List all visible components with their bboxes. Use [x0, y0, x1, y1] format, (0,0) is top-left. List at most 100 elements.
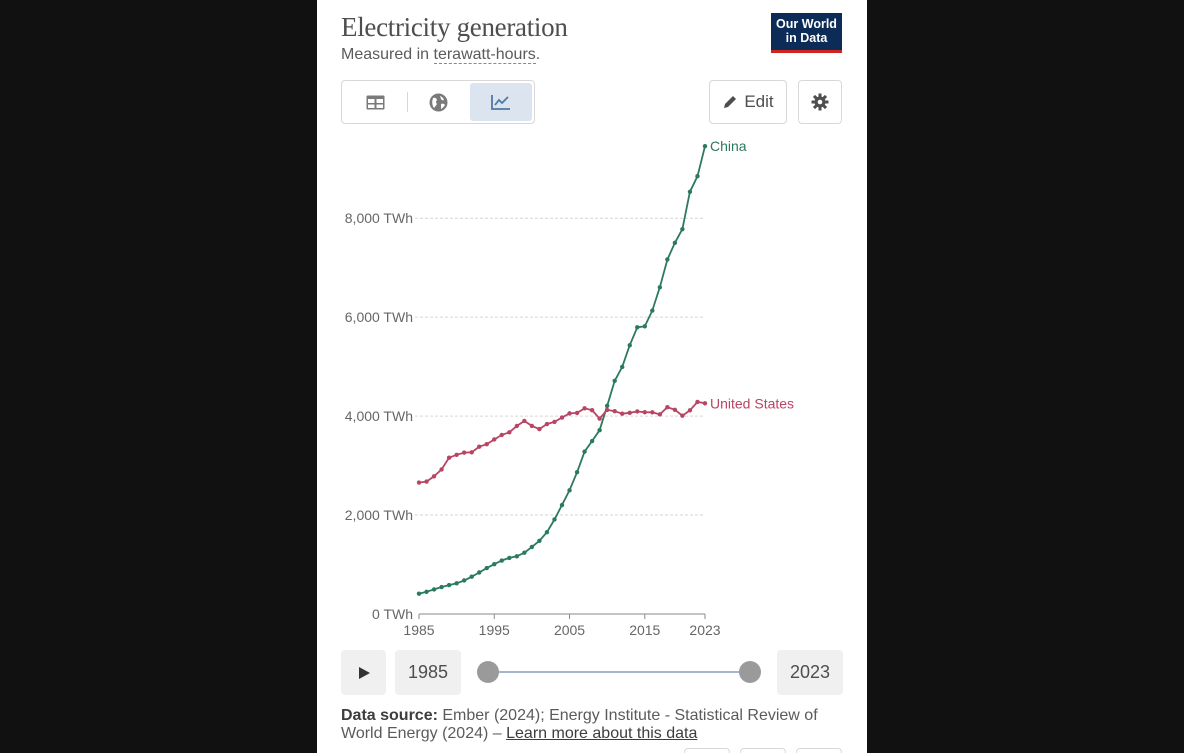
- china-data-point: [582, 449, 587, 454]
- united-states-data-point: [477, 444, 482, 449]
- united-states-data-point: [446, 455, 452, 460]
- united-states-data-point: [469, 450, 474, 455]
- y-tick-label: 4,000 TWh: [345, 408, 413, 424]
- united-states-data-point: [461, 450, 467, 455]
- logo-line-2: in Data: [785, 31, 828, 45]
- united-states-data-point: [680, 413, 685, 418]
- china-data-point: [642, 324, 647, 329]
- united-states-data-point: [499, 432, 504, 438]
- china-data-point: [687, 189, 693, 194]
- china-data-point: [695, 174, 700, 179]
- play-icon: [358, 666, 370, 679]
- united-states-data-point: [522, 418, 527, 424]
- china-data-point: [529, 544, 535, 550]
- timeline-end-handle[interactable]: [739, 661, 761, 683]
- united-states-data-point: [597, 416, 602, 421]
- united-states-series-label: United States: [710, 395, 794, 411]
- x-tick-label: 2015: [629, 622, 660, 638]
- end-year[interactable]: 2023: [777, 650, 843, 695]
- china-data-point: [431, 587, 437, 592]
- china-data-point: [627, 343, 632, 348]
- view-tabs: [341, 80, 535, 124]
- unit-link[interactable]: terawatt-hours: [433, 46, 536, 64]
- china-data-point: [559, 502, 565, 508]
- chart-title: Electricity generation: [341, 12, 568, 42]
- china-data-point: [680, 226, 685, 232]
- united-states-data-point: [439, 467, 444, 472]
- united-states-data-point: [657, 412, 663, 417]
- china-data-point: [424, 589, 429, 594]
- y-tick-label: 8,000 TWh: [345, 210, 413, 226]
- united-states-data-point: [567, 411, 572, 416]
- line-chart: 0 TWh 2,000 TWh 4,000 TWh 6,000 TWh 8,000 TW…: [345, 138, 794, 638]
- footer-button[interactable]: [684, 748, 730, 753]
- tab-table[interactable]: [344, 83, 406, 121]
- united-states-data-point: [620, 411, 625, 416]
- united-states-data-point: [537, 426, 542, 432]
- china-data-point: [484, 565, 489, 571]
- tab-separator: [407, 92, 408, 112]
- united-states-data-point: [544, 421, 550, 427]
- united-states-data-point: [627, 410, 632, 416]
- x-tick-label: 2023: [689, 622, 720, 638]
- united-states-data-point: [507, 430, 512, 435]
- china-data-point: [492, 561, 497, 567]
- x-tick-label: 1995: [479, 622, 510, 638]
- play-button[interactable]: [341, 650, 386, 695]
- united-states-data-point: [529, 423, 535, 429]
- china-data-point: [454, 581, 459, 586]
- china-data-point: [620, 364, 625, 370]
- united-states-data-point: [695, 399, 700, 405]
- start-year[interactable]: 1985: [395, 650, 461, 695]
- united-states-data-point: [665, 404, 670, 410]
- united-states-data-point: [416, 480, 422, 485]
- united-states-data-point: [589, 408, 595, 413]
- united-states-data-point: [604, 407, 610, 413]
- timeline-track[interactable]: [489, 671, 751, 673]
- y-tick-label: 6,000 TWh: [345, 309, 413, 325]
- china-data-point: [439, 584, 444, 590]
- china-data-point: [522, 550, 527, 555]
- chart-panel: Electricity generation Measured in teraw…: [317, 0, 867, 753]
- source-label: Data source:: [341, 707, 438, 724]
- footer-button[interactable]: [796, 748, 842, 753]
- tab-map[interactable]: [407, 83, 469, 121]
- footer-button[interactable]: [740, 748, 786, 753]
- united-states-data-point: [454, 452, 459, 457]
- table-icon: [366, 95, 384, 109]
- china-data-point: [604, 403, 610, 409]
- united-states-data-point: [702, 401, 708, 406]
- china-data-point: [657, 285, 663, 290]
- united-states-data-point: [582, 406, 587, 411]
- edit-label: Edit: [744, 92, 774, 111]
- china-data-point: [499, 558, 504, 563]
- china-data-point: [507, 555, 512, 561]
- united-states-data-point: [574, 410, 580, 416]
- chart-subtitle: Measured in terawatt-hours.: [341, 46, 540, 64]
- united-states-data-point: [514, 423, 520, 429]
- united-states-data-point: [552, 419, 557, 425]
- tab-chart[interactable]: [470, 83, 532, 121]
- united-states-data-point: [687, 408, 693, 413]
- china-series-line: [418, 145, 706, 595]
- china-data-point: [537, 538, 542, 543]
- y-tick-label: 0 TWh: [372, 606, 413, 622]
- timeline-start-handle[interactable]: [477, 661, 499, 683]
- china-data-point: [672, 240, 678, 245]
- china-data-point: [446, 582, 452, 588]
- edit-button[interactable]: Edit: [709, 80, 787, 124]
- owid-logo[interactable]: Our World in Data: [771, 13, 842, 53]
- gear-icon: [811, 93, 829, 111]
- china-data-point: [597, 428, 602, 433]
- china-data-point: [416, 591, 422, 596]
- china-data-point: [552, 517, 557, 522]
- settings-button[interactable]: [798, 80, 842, 124]
- learn-more-link[interactable]: Learn more about this data: [506, 725, 698, 742]
- united-states-data-point: [635, 409, 640, 414]
- china-data-point: [514, 554, 520, 559]
- china-data-point: [567, 488, 572, 493]
- china-data-point: [544, 529, 550, 535]
- logo-bar: [771, 50, 842, 53]
- united-states-data-point: [650, 410, 655, 415]
- united-states-data-point: [642, 410, 647, 415]
